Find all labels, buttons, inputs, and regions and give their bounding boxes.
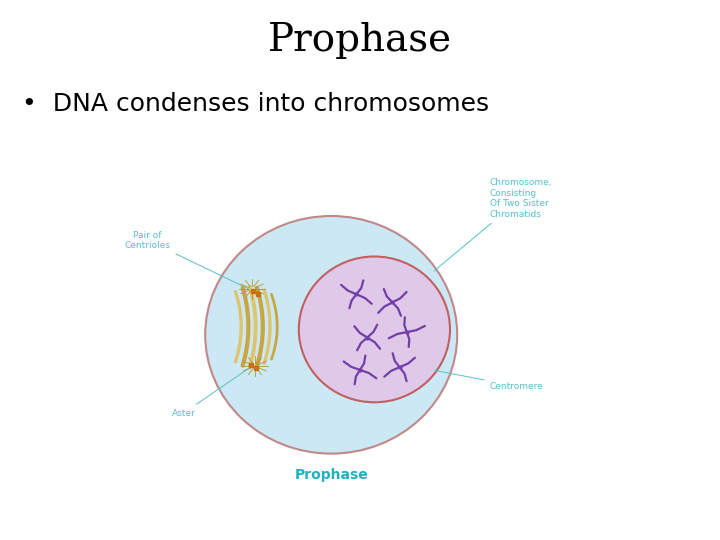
Text: Aster: Aster xyxy=(172,368,250,417)
Text: Centromere: Centromere xyxy=(435,370,544,390)
Ellipse shape xyxy=(299,256,450,402)
Text: Chromosome,
Consisting
Of Two Sister
Chromatids: Chromosome, Consisting Of Two Sister Chr… xyxy=(434,179,552,271)
Text: Prophase: Prophase xyxy=(294,468,368,482)
Text: •  DNA condenses into chromosomes: • DNA condenses into chromosomes xyxy=(22,92,489,116)
Text: Prophase: Prophase xyxy=(268,22,452,59)
Ellipse shape xyxy=(205,216,457,454)
Text: Pair of
Centrioles: Pair of Centrioles xyxy=(125,231,250,289)
